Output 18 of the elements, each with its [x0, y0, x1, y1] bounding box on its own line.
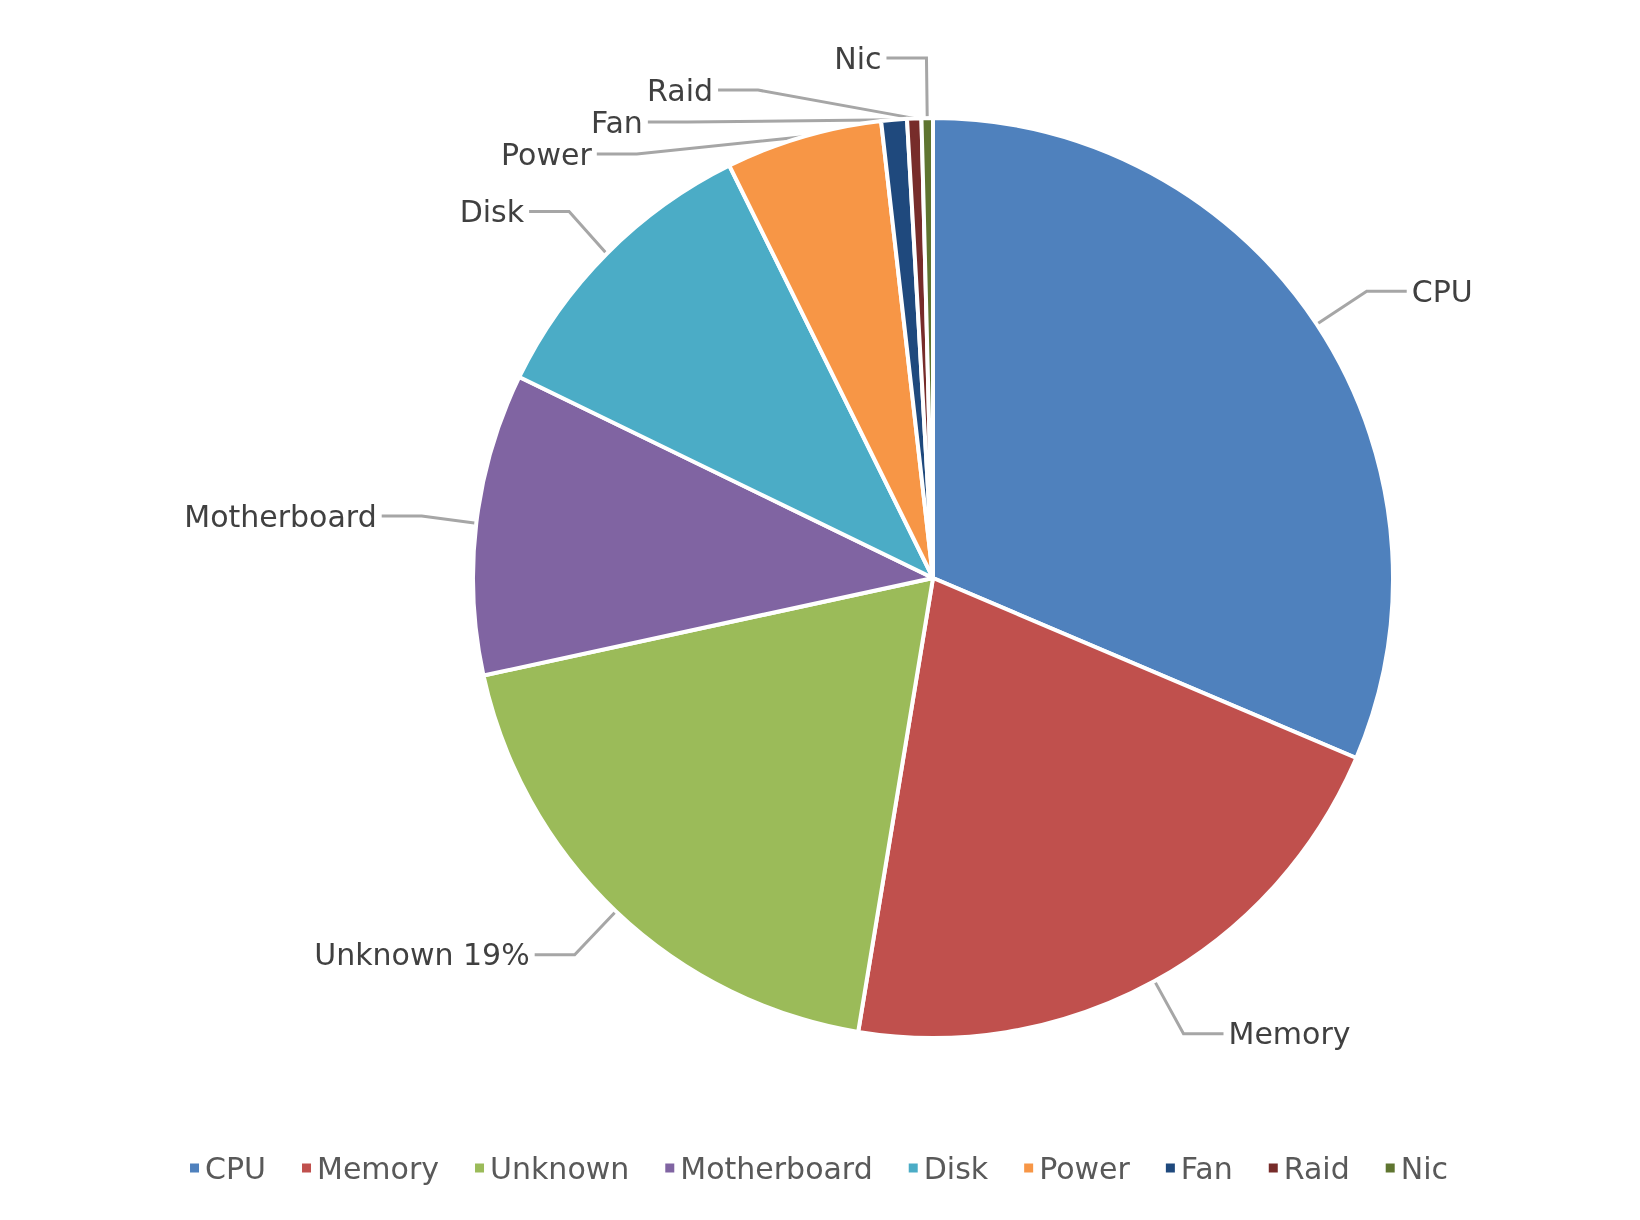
legend-label: Fan: [1180, 1150, 1233, 1186]
legend-label: Power: [1039, 1150, 1131, 1186]
slice-label: Nic: [834, 40, 882, 76]
legend-label: Unknown: [490, 1150, 630, 1186]
legend-label: Disk: [923, 1150, 989, 1186]
slice-label: Power: [501, 136, 593, 172]
slice-label: Disk: [459, 193, 525, 229]
legend-label: Nic: [1400, 1150, 1448, 1186]
slice-label: Fan: [590, 104, 643, 140]
slice-label: CPU: [1411, 273, 1473, 309]
slice-label: Raid: [647, 72, 714, 108]
legend-label: Motherboard: [680, 1150, 873, 1186]
legend-label: Raid: [1283, 1150, 1350, 1186]
slice-label: Motherboard: [184, 498, 377, 534]
legend-label: CPU: [205, 1150, 267, 1186]
legend-label: Memory: [317, 1150, 440, 1186]
slice-label: Memory: [1228, 1016, 1351, 1052]
category-label: Unknown 19%: [314, 937, 530, 973]
